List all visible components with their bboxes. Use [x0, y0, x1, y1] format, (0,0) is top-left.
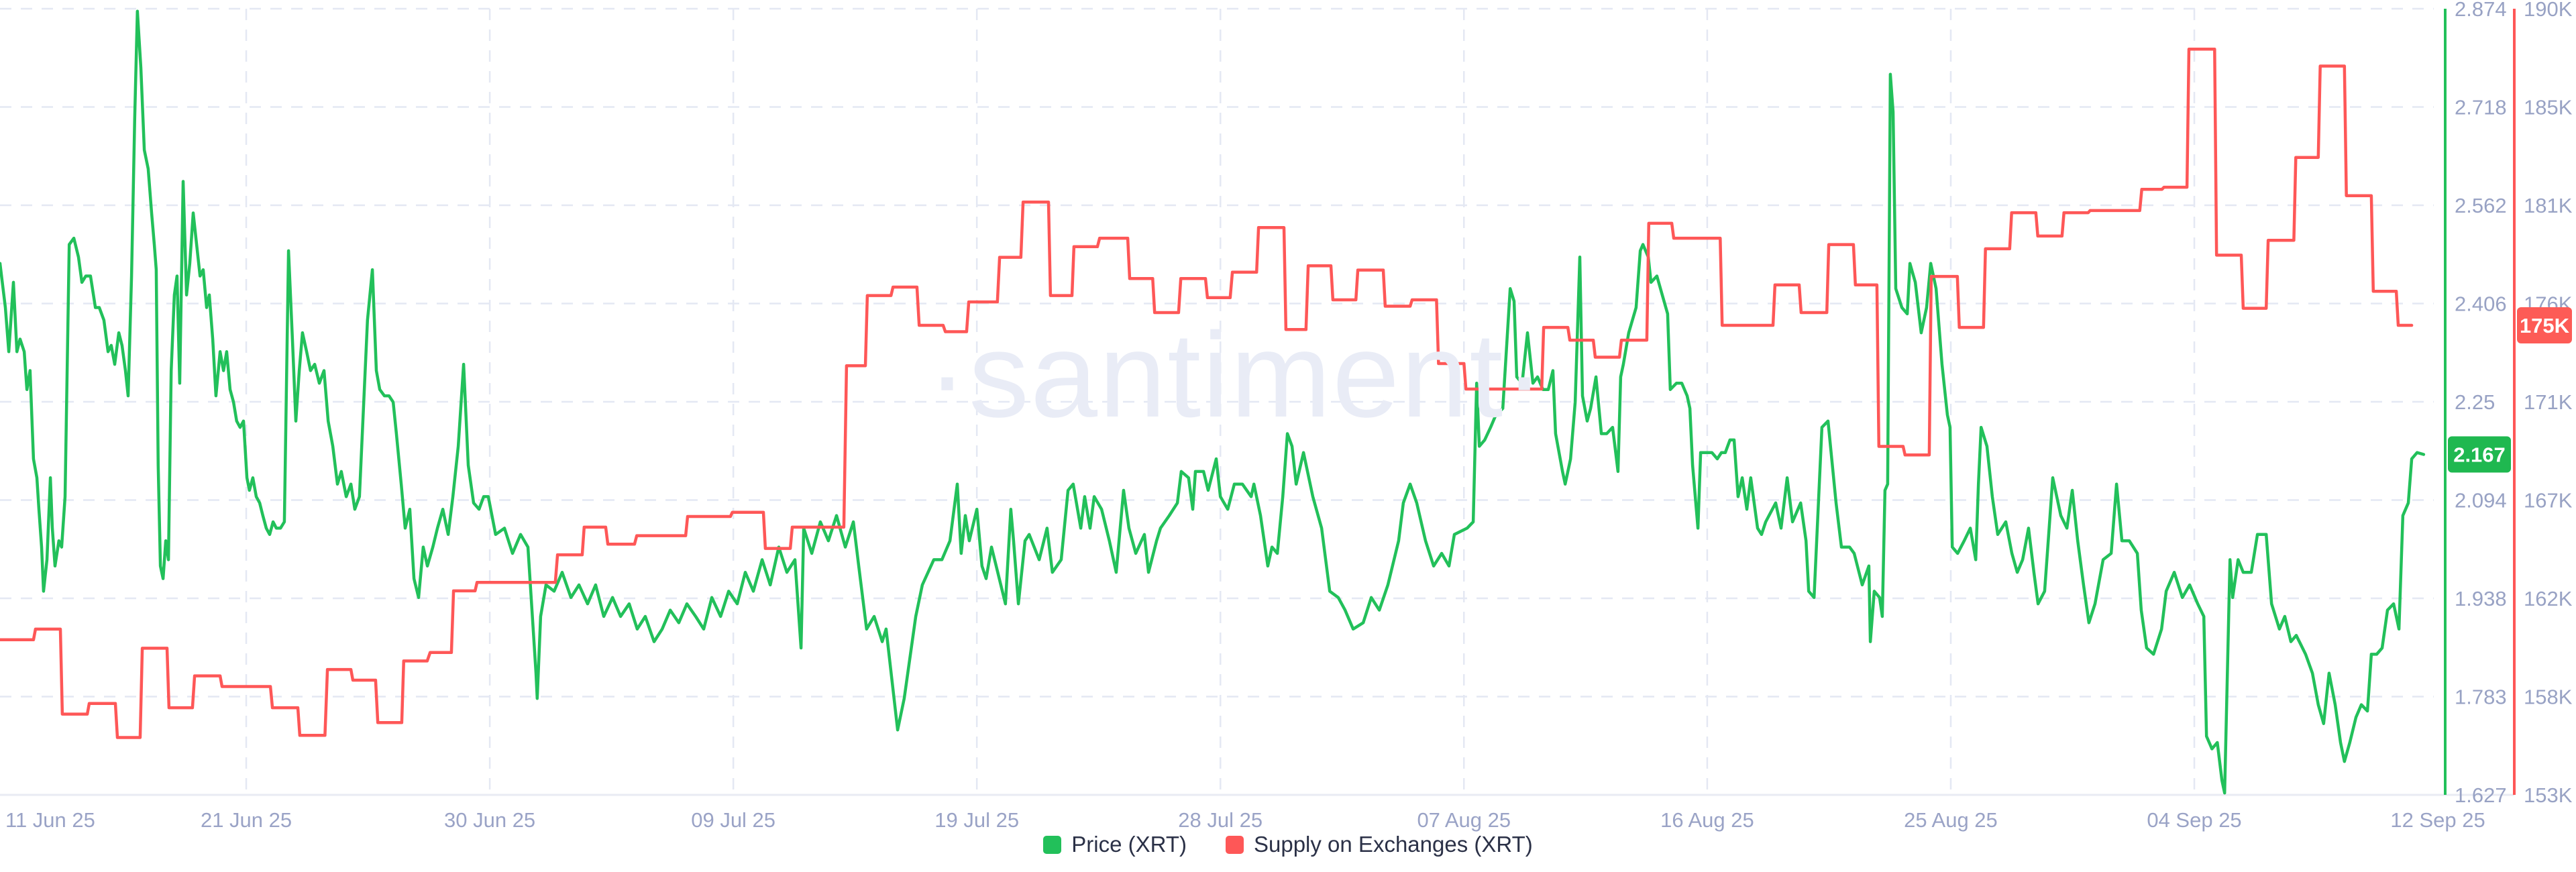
supply-line[interactable] [0, 47, 2414, 739]
gridlines [0, 7, 2434, 795]
supply-tick-label: 181K [2524, 194, 2573, 217]
price-tick-label: 1.783 [2455, 686, 2507, 709]
date-tick-label: 12 Sep 25 [2390, 808, 2485, 832]
price-tick-label: 2.406 [2455, 292, 2507, 316]
supply-tick-label: 171K [2524, 390, 2573, 414]
price-last-value-badge: 2.167 [2448, 436, 2511, 473]
supply-tick-label: 167K [2524, 489, 2573, 512]
price-tick-label: 2.25 [2455, 390, 2495, 414]
price-line[interactable] [0, 9, 2426, 795]
price-tick-label: 2.562 [2455, 194, 2507, 217]
legend-item-price[interactable]: Price (XRT) [1043, 832, 1187, 857]
x-axis-labels: 11 Jun 25 21 Jun 25 30 Jun 25 09 Jul 25 19 J… [5, 808, 2485, 832]
date-tick-label: 25 Aug 25 [1904, 808, 1998, 832]
price-last-value-badge-bg [2448, 436, 2511, 473]
supply-tick-label: 162K [2524, 587, 2573, 610]
date-tick-label: 30 Jun 25 [444, 808, 535, 832]
supply-tick-label: 158K [2524, 686, 2573, 709]
supply-last-value-badge-text: 175K [2520, 314, 2570, 337]
price-axis-labels: 2.874 2.718 2.562 2.406 2.25 2.094 1.938 1.783 1… [2455, 0, 2507, 807]
date-tick-label: 16 Aug 25 [1660, 808, 1754, 832]
supply-series-swatch-icon [1225, 835, 1244, 854]
legend-item-supply[interactable]: Supply on Exchanges (XRT) [1225, 832, 1533, 857]
price-tick-label: 1.938 [2455, 587, 2507, 610]
price-tick-label: 2.718 [2455, 96, 2507, 119]
supply-tick-label: 185K [2524, 96, 2573, 119]
date-tick-label: 28 Jul 25 [1178, 808, 1263, 832]
santiment-watermark: ·santiment· [927, 308, 1546, 443]
supply-last-value-badge: 175K [2517, 307, 2572, 343]
supply-tick-label: 153K [2524, 783, 2573, 807]
price-tick-label: 2.094 [2455, 489, 2507, 512]
date-tick-label: 04 Sep 25 [2147, 808, 2241, 832]
date-tick-label: 09 Jul 25 [691, 808, 775, 832]
date-tick-label: 19 Jul 25 [934, 808, 1019, 832]
supply-tick-label: 190K [2524, 0, 2573, 21]
supply-last-value-badge-bg [2517, 307, 2572, 343]
legend-label-price: Price (XRT) [1071, 832, 1187, 857]
date-tick-label: 11 Jun 25 [5, 808, 95, 832]
price-series-swatch-icon [1043, 835, 1062, 854]
legend: Price (XRT) Supply on Exchanges (XRT) [0, 832, 2576, 857]
price-last-value-badge-text: 2.167 [2453, 443, 2506, 466]
legend-label-supply: Supply on Exchanges (XRT) [1253, 832, 1533, 857]
price-tick-label: 2.874 [2455, 0, 2507, 21]
date-tick-label: 21 Jun 25 [201, 808, 292, 832]
price-tick-label: 1.627 [2455, 783, 2507, 807]
date-tick-label: 07 Aug 25 [1417, 808, 1511, 832]
